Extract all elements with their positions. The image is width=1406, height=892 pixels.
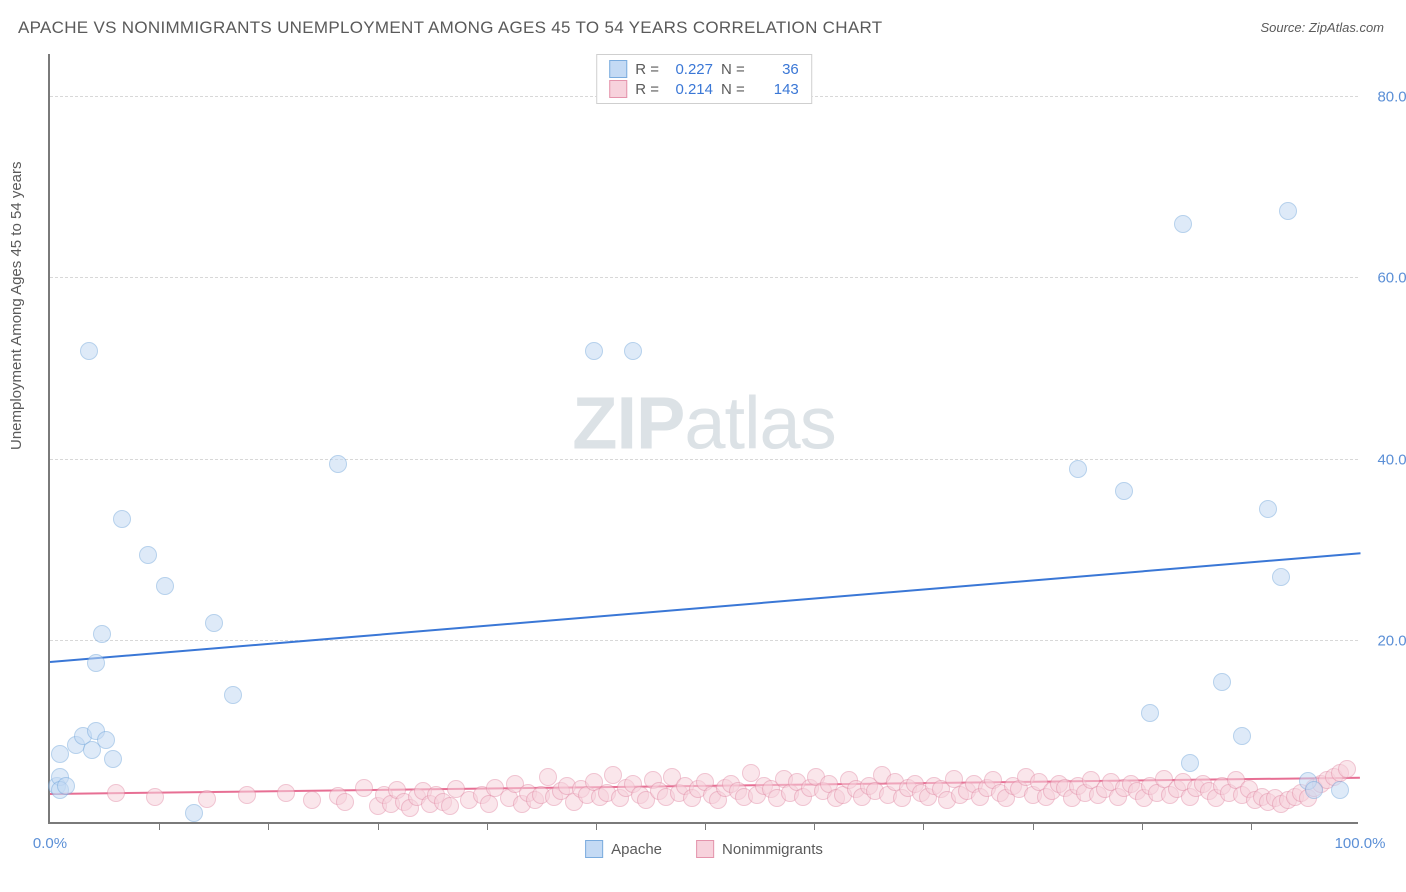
data-point [1272, 568, 1290, 586]
data-point [329, 455, 347, 473]
x-tick [159, 822, 160, 830]
data-point [1305, 781, 1323, 799]
x-tick-label: 100.0% [1335, 835, 1386, 852]
watermark-zip: ZIP [572, 381, 684, 464]
data-point [441, 797, 459, 815]
data-point [1331, 781, 1349, 799]
data-point [104, 750, 122, 768]
data-point [480, 795, 498, 813]
grid-line [50, 277, 1358, 278]
data-point [1069, 460, 1087, 478]
data-point [1279, 202, 1297, 220]
legend-r-label: R = [635, 61, 659, 78]
data-point [107, 784, 125, 802]
legend-r-nonimmigrants: 0.214 [667, 81, 713, 98]
data-point [93, 625, 111, 643]
data-point [1213, 673, 1231, 691]
x-tick [814, 822, 815, 830]
x-tick [487, 822, 488, 830]
legend-stats: R = 0.227 N = 36 R = 0.214 N = 143 [596, 54, 812, 104]
legend-item-nonimmigrants: Nonimmigrants [696, 840, 823, 858]
legend-n-label: N = [721, 81, 745, 98]
source-label: Source: ZipAtlas.com [1260, 20, 1384, 35]
data-point [146, 788, 164, 806]
data-point [205, 614, 223, 632]
data-point [1115, 482, 1133, 500]
chart-title: APACHE VS NONIMMIGRANTS UNEMPLOYMENT AMO… [18, 18, 882, 38]
data-point [87, 654, 105, 672]
legend-r-label: R = [635, 81, 659, 98]
legend-r-apache: 0.227 [667, 61, 713, 78]
legend-row-nonimmigrants: R = 0.214 N = 143 [609, 79, 799, 99]
grid-line [50, 459, 1358, 460]
legend-n-apache: 36 [753, 61, 799, 78]
grid-line [50, 640, 1358, 641]
data-point [198, 790, 216, 808]
data-point [97, 731, 115, 749]
y-tick-label: 20.0% [1365, 632, 1406, 649]
x-tick [705, 822, 706, 830]
swatch-apache [585, 840, 603, 858]
data-point [156, 577, 174, 595]
data-point [57, 777, 75, 795]
trend-line-apache [50, 553, 1360, 664]
x-tick [923, 822, 924, 830]
data-point [1259, 500, 1277, 518]
legend-row-apache: R = 0.227 N = 36 [609, 59, 799, 79]
legend-label-nonimmigrants: Nonimmigrants [722, 841, 823, 858]
data-point [1141, 704, 1159, 722]
x-tick [596, 822, 597, 830]
y-tick-label: 80.0% [1365, 89, 1406, 106]
plot-area: ZIPatlas R = 0.227 N = 36 R = 0.214 N = … [48, 54, 1358, 824]
x-tick [378, 822, 379, 830]
data-point [585, 342, 603, 360]
data-point [303, 791, 321, 809]
watermark: ZIPatlas [572, 380, 835, 465]
y-tick-label: 40.0% [1365, 451, 1406, 468]
legend-label-apache: Apache [611, 841, 662, 858]
data-point [1181, 754, 1199, 772]
data-point [185, 804, 203, 822]
swatch-nonimmigrants [696, 840, 714, 858]
legend-n-nonimmigrants: 143 [753, 81, 799, 98]
y-tick-label: 60.0% [1365, 270, 1406, 287]
x-tick [1142, 822, 1143, 830]
data-point [355, 779, 373, 797]
data-point [113, 510, 131, 528]
data-point [238, 786, 256, 804]
data-point [224, 686, 242, 704]
data-point [336, 793, 354, 811]
data-point [80, 342, 98, 360]
swatch-apache [609, 60, 627, 78]
data-point [277, 784, 295, 802]
data-point [1174, 215, 1192, 233]
swatch-nonimmigrants [609, 80, 627, 98]
x-tick [1251, 822, 1252, 830]
legend-item-apache: Apache [585, 840, 662, 858]
data-point [1233, 727, 1251, 745]
data-point [624, 342, 642, 360]
data-point [139, 546, 157, 564]
legend-series: Apache Nonimmigrants [585, 840, 823, 858]
data-point [539, 768, 557, 786]
data-point [1338, 760, 1356, 778]
x-tick-label: 0.0% [33, 835, 67, 852]
watermark-atlas: atlas [684, 381, 835, 464]
y-axis-label: Unemployment Among Ages 45 to 54 years [8, 161, 25, 450]
x-tick [1033, 822, 1034, 830]
legend-n-label: N = [721, 61, 745, 78]
x-tick [268, 822, 269, 830]
